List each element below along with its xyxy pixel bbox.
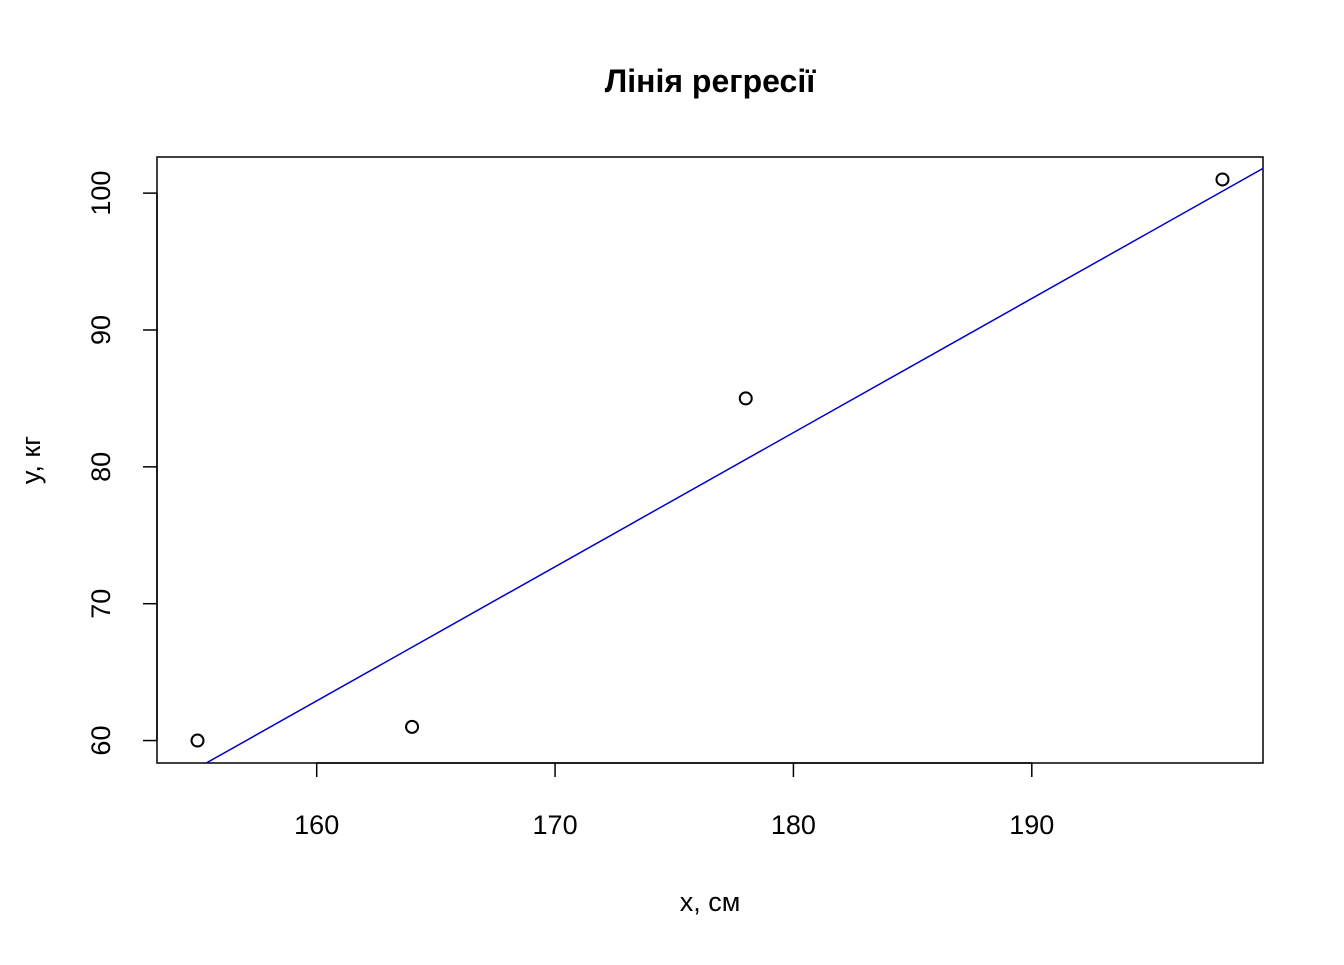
y-axis: 60 70 80 90 100 (86, 171, 158, 756)
data-point (190, 733, 205, 748)
x-tick-label: 180 (771, 810, 816, 840)
x-tick-label: 160 (294, 810, 339, 840)
x-tick-label: 170 (533, 810, 578, 840)
plot-frame (156, 156, 1264, 764)
x-axis-title: x, см (680, 887, 741, 917)
y-tick-label: 60 (86, 726, 116, 756)
y-tick-label: 90 (86, 315, 116, 345)
x-axis: 160 170 180 190 (294, 762, 1054, 840)
x-tick-label: 190 (1009, 810, 1054, 840)
y-tick-label: 100 (86, 171, 116, 216)
chart-title: Лінія регресії (605, 63, 816, 99)
y-tick-label: 80 (86, 452, 116, 482)
data-point (1215, 172, 1230, 187)
data-point (405, 719, 420, 734)
data-point (738, 391, 753, 406)
data-points (190, 172, 1230, 748)
y-tick-label: 70 (86, 589, 116, 619)
regression-line (204, 167, 1263, 763)
y-axis-title: y, кг (16, 436, 46, 484)
